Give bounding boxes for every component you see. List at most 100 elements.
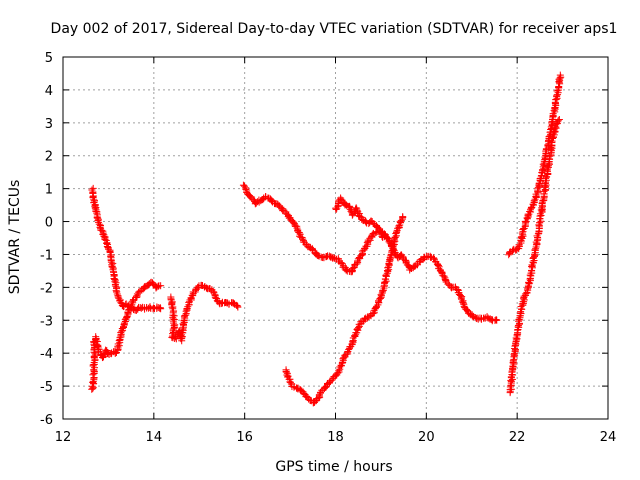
data-point bbox=[335, 366, 343, 374]
data-point bbox=[298, 234, 306, 242]
data-point bbox=[358, 215, 366, 223]
x-axis-label: GPS time / hours bbox=[275, 459, 392, 475]
data-point bbox=[532, 238, 540, 246]
y-axis-label: SDTVAR / TECUs bbox=[7, 180, 23, 295]
data-point bbox=[353, 260, 361, 268]
y-tick-label: 5 bbox=[45, 51, 53, 66]
data-point bbox=[286, 378, 294, 386]
y-tick-label: -4 bbox=[40, 347, 53, 362]
data-point bbox=[360, 246, 368, 254]
data-point bbox=[528, 263, 536, 271]
data-point bbox=[183, 304, 191, 312]
data-points bbox=[88, 71, 565, 407]
data-point bbox=[332, 205, 340, 213]
data-point bbox=[399, 213, 407, 221]
data-point bbox=[88, 385, 96, 393]
data-point bbox=[94, 217, 102, 225]
y-tick-label: -1 bbox=[40, 248, 53, 263]
data-point bbox=[526, 208, 534, 216]
data-point bbox=[113, 288, 121, 296]
data-point bbox=[381, 232, 389, 240]
data-point bbox=[373, 302, 381, 310]
grid bbox=[63, 57, 608, 419]
data-point bbox=[132, 293, 140, 301]
chart-title: Day 002 of 2017, Sidereal Day-to-day VTE… bbox=[51, 21, 618, 37]
data-point bbox=[392, 230, 400, 238]
data-point bbox=[395, 222, 403, 230]
data-point bbox=[179, 320, 187, 328]
data-point bbox=[113, 290, 121, 298]
data-point bbox=[538, 166, 546, 174]
data-point bbox=[382, 271, 390, 279]
x-tick-label: 14 bbox=[146, 430, 163, 445]
data-point bbox=[342, 266, 350, 274]
data-point bbox=[493, 316, 501, 324]
data-point bbox=[457, 295, 465, 303]
data-point bbox=[352, 204, 360, 212]
data-point bbox=[129, 297, 137, 305]
data-point bbox=[549, 110, 557, 118]
y-tick-label: 1 bbox=[45, 183, 53, 198]
data-point bbox=[146, 303, 154, 311]
data-point bbox=[440, 272, 448, 280]
data-point bbox=[115, 337, 123, 345]
data-point bbox=[553, 87, 561, 95]
data-point bbox=[91, 203, 99, 211]
data-point bbox=[234, 303, 242, 311]
data-point bbox=[463, 305, 471, 313]
data-point bbox=[114, 340, 122, 348]
x-tick-label: 12 bbox=[55, 430, 72, 445]
y-tick-label: -3 bbox=[40, 314, 53, 329]
y-tick-label: -6 bbox=[40, 413, 53, 428]
data-point bbox=[232, 301, 240, 309]
data-point bbox=[555, 116, 563, 124]
data-point bbox=[305, 243, 313, 251]
data-point bbox=[89, 379, 97, 387]
x-tick-label: 16 bbox=[236, 430, 253, 445]
y-tick-label: 3 bbox=[45, 117, 53, 132]
data-point bbox=[100, 232, 108, 240]
y-tick-label: 4 bbox=[45, 84, 53, 99]
data-point bbox=[492, 316, 500, 324]
x-tick-label: 20 bbox=[418, 430, 435, 445]
data-point bbox=[531, 246, 539, 254]
data-point bbox=[103, 239, 111, 247]
data-point bbox=[89, 377, 97, 385]
y-tick-label: 2 bbox=[45, 150, 53, 165]
data-point bbox=[556, 71, 564, 79]
data-point bbox=[93, 342, 101, 350]
data-point bbox=[536, 210, 544, 218]
data-point bbox=[512, 339, 520, 347]
data-point bbox=[337, 195, 345, 203]
data-point bbox=[391, 233, 399, 241]
data-point bbox=[515, 315, 523, 323]
data-point bbox=[525, 278, 533, 286]
data-point bbox=[355, 324, 363, 332]
data-point bbox=[127, 302, 135, 310]
data-point bbox=[327, 253, 335, 261]
y-tick-label: -5 bbox=[40, 380, 53, 395]
x-tick-label: 24 bbox=[600, 430, 617, 445]
data-point bbox=[299, 235, 307, 243]
data-point bbox=[355, 212, 363, 220]
data-point bbox=[521, 290, 529, 298]
data-point bbox=[381, 231, 389, 239]
x-tick-label: 18 bbox=[327, 430, 344, 445]
data-point bbox=[290, 218, 298, 226]
data-point bbox=[121, 319, 129, 327]
data-point bbox=[217, 300, 225, 308]
data-point bbox=[242, 185, 250, 193]
data-point bbox=[241, 182, 249, 190]
y-tick-label: -2 bbox=[40, 281, 53, 296]
data-point bbox=[89, 371, 97, 379]
data-point bbox=[157, 282, 165, 290]
data-point bbox=[397, 216, 405, 224]
data-point bbox=[188, 291, 196, 299]
data-point bbox=[95, 220, 103, 228]
data-point bbox=[532, 245, 540, 253]
data-point bbox=[98, 354, 106, 362]
data-point bbox=[282, 368, 290, 376]
data-point bbox=[539, 160, 547, 168]
